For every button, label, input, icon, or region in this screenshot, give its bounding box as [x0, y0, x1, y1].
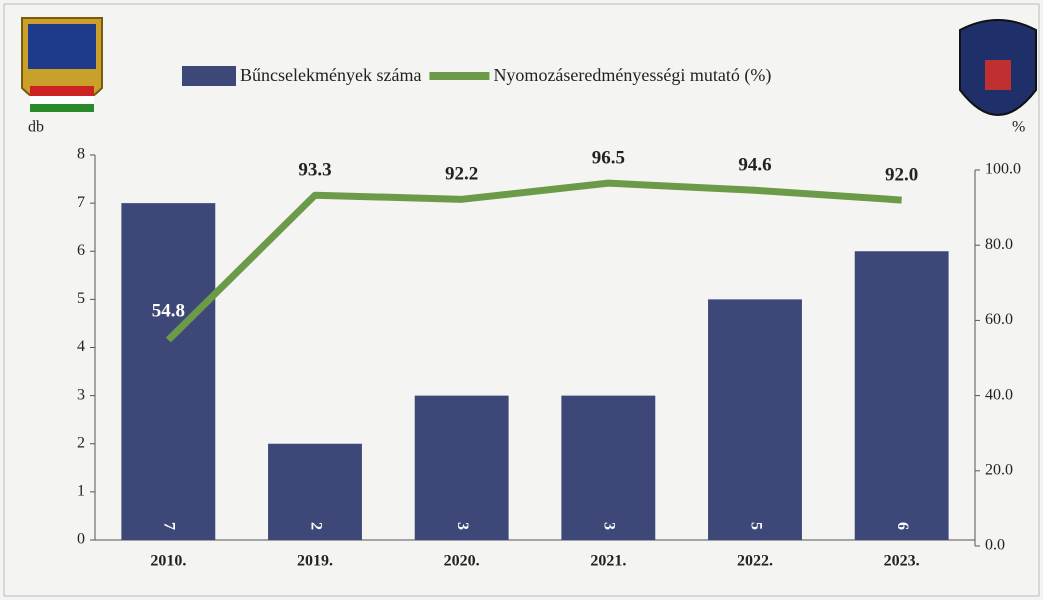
- bar-value-label: 2: [307, 522, 324, 530]
- x-tick-label: 2022.: [737, 553, 773, 570]
- frame: [3, 3, 1040, 597]
- y-tick-label: 4: [77, 338, 85, 355]
- y-tick-label: 8: [77, 146, 85, 163]
- bar-value-label: 6: [894, 522, 911, 530]
- bar: [268, 443, 362, 540]
- x-tick-label: 2020.: [444, 553, 480, 570]
- y-tick-label: 1: [77, 483, 85, 500]
- y2-tick-label: 80.0: [985, 236, 1013, 253]
- y-tick-label: 5: [77, 290, 85, 307]
- y-tick-label: 3: [77, 386, 85, 403]
- x-tick-label: 2019.: [297, 553, 333, 570]
- legend-swatch: [182, 66, 236, 86]
- bar-value-label: 7: [161, 522, 178, 530]
- y2-axis-label: %: [1012, 119, 1025, 136]
- y2-tick-label: 100.0: [985, 161, 1021, 178]
- legend-label: Nyomozáseredményességi mutató (%): [493, 65, 771, 86]
- line-value-label: 92.2: [445, 164, 478, 185]
- line-value-label: 94.6: [738, 155, 771, 176]
- y2-tick-label: 40.0: [985, 386, 1013, 403]
- y2-tick-label: 0.0: [985, 537, 1005, 554]
- line-value-label: 92.0: [885, 164, 918, 185]
- bar-value-label: 3: [601, 522, 618, 530]
- line-value-label: 93.3: [298, 160, 331, 181]
- legend-swatch: [429, 72, 490, 80]
- y-tick-label: 2: [77, 434, 85, 451]
- logo-left: [21, 17, 103, 112]
- bar: [708, 299, 802, 540]
- line-value-label: 96.5: [592, 148, 625, 169]
- x-tick-label: 2023.: [884, 553, 920, 570]
- x-tick-label: 2010.: [150, 553, 186, 570]
- line: [165, 179, 902, 343]
- bar: [414, 395, 509, 540]
- bar-value-label: 3: [454, 522, 471, 530]
- y-tick-label: 7: [77, 194, 85, 211]
- line-value-label: 54.8: [152, 300, 185, 321]
- y2-tick-label: 20.0: [985, 461, 1013, 478]
- y-tick-label: 6: [77, 242, 85, 259]
- bar: [121, 203, 216, 540]
- legend-label: Bűncselekmények száma: [240, 65, 421, 85]
- bar-value-label: 5: [747, 522, 764, 530]
- bar: [561, 395, 656, 540]
- bar: [854, 251, 949, 540]
- logo-right: [959, 19, 1037, 116]
- x-tick-label: 2021.: [590, 553, 626, 570]
- y-tick-label: 0: [77, 531, 85, 548]
- y2-tick-label: 60.0: [985, 311, 1013, 328]
- y-axis-label: db: [28, 119, 44, 136]
